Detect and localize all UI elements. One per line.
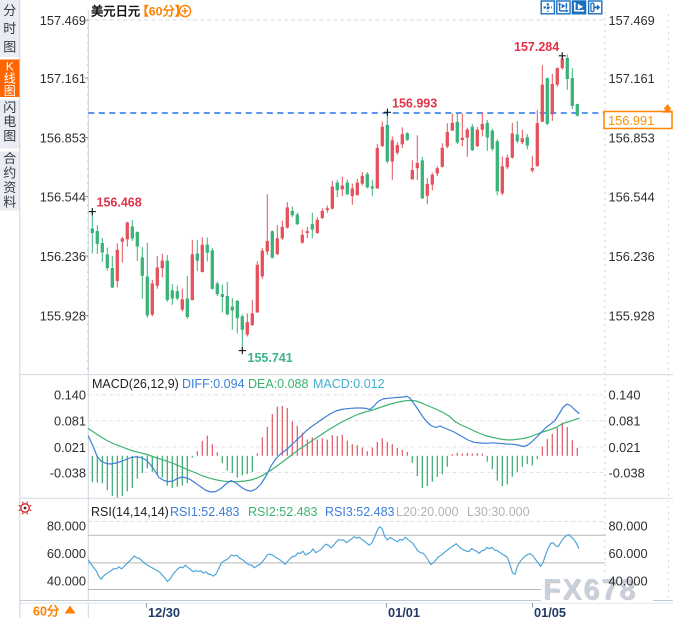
svg-text:-0.038: -0.038	[50, 465, 86, 480]
svg-text:料: 料	[3, 195, 16, 210]
svg-text:闪: 闪	[3, 100, 16, 115]
svg-text:156.853: 156.853	[609, 130, 655, 145]
svg-text:K: K	[6, 60, 14, 74]
svg-text:MACD:0.012: MACD:0.012	[313, 377, 385, 391]
svg-text:60分: 60分	[33, 604, 60, 619]
svg-text:80.000: 80.000	[609, 518, 648, 533]
svg-text:156.236: 156.236	[40, 249, 86, 264]
svg-text:-0.038: -0.038	[609, 465, 645, 480]
svg-text:0.140: 0.140	[609, 388, 641, 403]
svg-text:155.741: 155.741	[248, 351, 293, 365]
svg-text:40.000: 40.000	[47, 573, 86, 588]
svg-text:【60分】: 【60分】	[137, 4, 188, 19]
svg-text:155.928: 155.928	[40, 308, 86, 323]
svg-text:155.928: 155.928	[609, 308, 655, 323]
svg-text:0.081: 0.081	[609, 414, 641, 429]
svg-text:RSI2:52.483: RSI2:52.483	[248, 505, 318, 519]
svg-text:156.468: 156.468	[97, 196, 142, 210]
svg-text:157.469: 157.469	[40, 13, 86, 28]
svg-text:电: 电	[3, 114, 16, 129]
svg-text:资: 资	[3, 180, 16, 195]
svg-text:12/30: 12/30	[148, 605, 180, 620]
svg-text:156.853: 156.853	[40, 130, 86, 145]
svg-text:时: 时	[3, 21, 16, 36]
svg-text:美元日元: 美元日元	[91, 4, 141, 19]
svg-text:合: 合	[3, 151, 16, 166]
svg-text:0.081: 0.081	[54, 414, 86, 429]
svg-text:FX678: FX678	[543, 574, 637, 606]
svg-text:01/05: 01/05	[534, 605, 566, 620]
svg-text:FX678: FX678	[544, 575, 638, 607]
svg-text:156.993: 156.993	[392, 97, 437, 111]
svg-text:60.000: 60.000	[609, 546, 648, 561]
svg-text:40.000: 40.000	[609, 573, 648, 588]
svg-text:DEA:0.088: DEA:0.088	[248, 377, 309, 391]
svg-text:约: 约	[3, 166, 16, 181]
svg-text:0.140: 0.140	[54, 388, 86, 403]
svg-text:L20:20.000: L20:20.000	[396, 505, 459, 519]
svg-text:157.284: 157.284	[514, 40, 559, 54]
svg-text:L30:30.000: L30:30.000	[467, 505, 530, 519]
svg-text:80.000: 80.000	[47, 518, 86, 533]
svg-text:01/01: 01/01	[388, 605, 420, 620]
svg-text:0.021: 0.021	[609, 440, 641, 455]
svg-text:157.161: 157.161	[40, 71, 86, 86]
svg-text:图: 图	[3, 128, 16, 143]
svg-text:分: 分	[3, 3, 16, 18]
svg-text:156.544: 156.544	[609, 189, 655, 204]
svg-text:157.161: 157.161	[609, 71, 655, 86]
svg-text:线: 线	[4, 72, 16, 86]
svg-text:156.544: 156.544	[40, 189, 86, 204]
svg-text:图: 图	[4, 84, 16, 98]
svg-text:157.469: 157.469	[609, 13, 655, 28]
svg-text:图: 图	[3, 40, 16, 55]
svg-text:RSI1:52.483: RSI1:52.483	[170, 505, 240, 519]
svg-text:156.236: 156.236	[609, 249, 655, 264]
svg-text:60.000: 60.000	[47, 546, 86, 561]
svg-text:DIFF:0.094: DIFF:0.094	[182, 377, 245, 391]
svg-text:RSI(14,14,14): RSI(14,14,14)	[91, 505, 169, 519]
svg-text:156.991: 156.991	[608, 113, 654, 128]
svg-text:0.021: 0.021	[54, 440, 86, 455]
svg-text:RSI3:52.483: RSI3:52.483	[325, 505, 395, 519]
svg-text:MACD(26,12,9): MACD(26,12,9)	[92, 377, 179, 391]
